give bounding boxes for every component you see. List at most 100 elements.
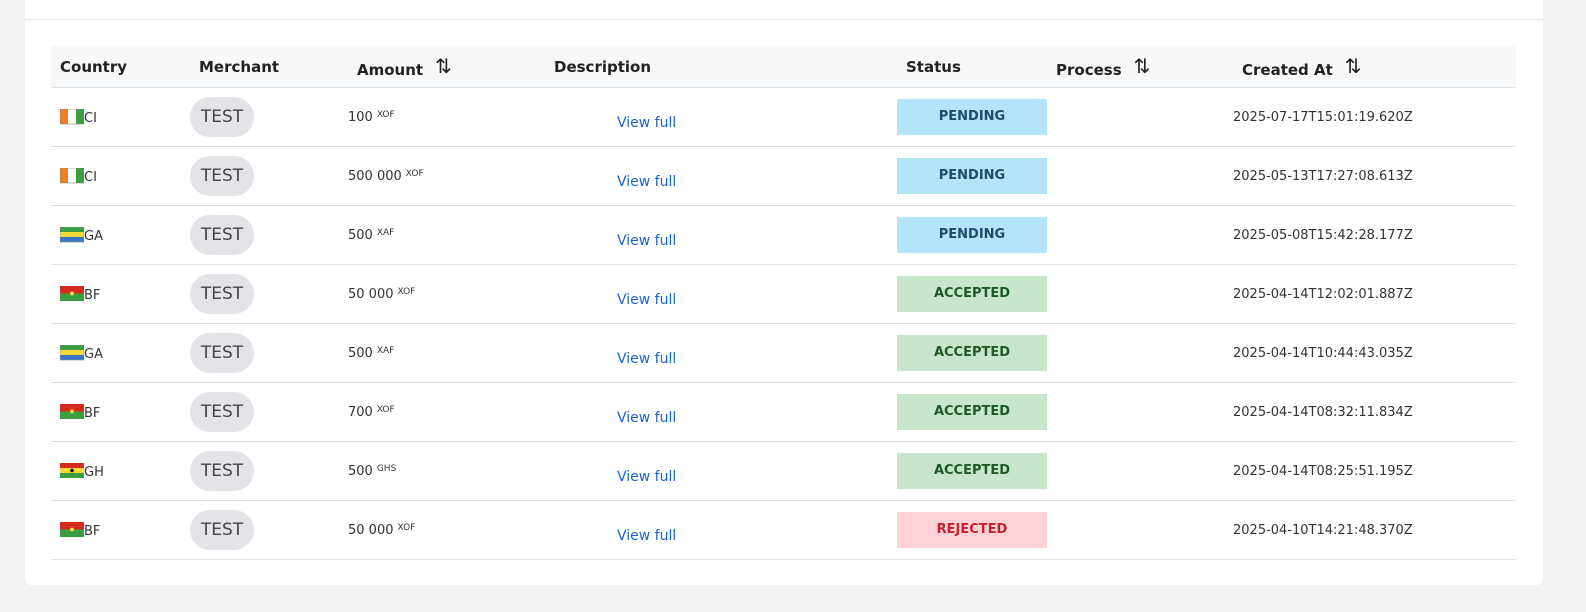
- merchant-badge: TEST: [190, 97, 254, 137]
- status-badge: REJECTED: [897, 512, 1047, 548]
- merchant-badge: TEST: [190, 215, 254, 255]
- view-full-link[interactable]: View full: [617, 410, 677, 426]
- country-code: BF: [84, 287, 101, 303]
- status-cell: REJECTED: [897, 500, 1047, 560]
- status-badge: PENDING: [897, 158, 1047, 194]
- country-cell: GA: [51, 323, 190, 383]
- merchant-cell: TEST: [190, 323, 348, 383]
- created-at-cell: 2025-05-08T15:42:28.177Z: [1233, 205, 1516, 265]
- amount-cell: 50 000 XOF: [348, 264, 545, 324]
- process-cell: [1047, 500, 1233, 560]
- created-at-cell: 2025-04-14T08:32:11.834Z: [1233, 382, 1516, 442]
- view-full-link[interactable]: View full: [617, 351, 677, 367]
- view-full-link[interactable]: View full: [617, 174, 677, 190]
- header-cell: Status: [897, 46, 1047, 88]
- currency: XOF: [376, 404, 395, 415]
- table-row: CI TEST 500 000 XOF View full PENDING 202…: [51, 146, 1516, 206]
- table-row: BF TEST 50 000 XOF View full REJECTED 202…: [51, 500, 1516, 560]
- view-full-link[interactable]: View full: [617, 115, 677, 131]
- country-code: CI: [84, 110, 97, 126]
- merchant-cell: TEST: [190, 264, 348, 324]
- description-cell: View full: [545, 323, 897, 383]
- view-full-link[interactable]: View full: [617, 528, 677, 544]
- status-cell: ACCEPTED: [897, 382, 1047, 442]
- flag-icon: [60, 285, 84, 301]
- created-at-cell: 2025-04-10T14:21:48.370Z: [1233, 500, 1516, 560]
- country-cell: BF: [51, 382, 190, 442]
- process-cell: [1047, 205, 1233, 265]
- header-cell: Merchant: [190, 46, 348, 88]
- created-at-cell: 2025-04-14T10:44:43.035Z: [1233, 323, 1516, 383]
- description-cell: View full: [545, 264, 897, 324]
- merchant-cell: TEST: [190, 87, 348, 147]
- view-full-link[interactable]: View full: [617, 292, 677, 308]
- country-code: GA: [84, 228, 103, 244]
- table-row: GA TEST 500 XAF View full ACCEPTED 2025-0…: [51, 323, 1516, 383]
- created-at: 2025-04-14T08:32:11.834Z: [1233, 404, 1413, 420]
- flag-icon: [59, 226, 85, 242]
- status-badge: PENDING: [897, 99, 1047, 135]
- created-at-cell: 2025-05-13T17:27:08.613Z: [1233, 146, 1516, 206]
- sort-icon[interactable]: ⇅: [435, 54, 452, 78]
- table-row: GH TEST 500 GHS View full ACCEPTED 2025-0…: [51, 441, 1516, 501]
- process-cell: [1047, 441, 1233, 501]
- status-cell: PENDING: [897, 205, 1047, 265]
- amount-cell: 500 GHS: [348, 441, 545, 501]
- merchant-cell: TEST: [190, 382, 348, 442]
- amount: 500: [348, 345, 373, 361]
- merchant-badge: TEST: [190, 156, 254, 196]
- header-cell: Description: [545, 46, 897, 88]
- header-text: Description: [554, 57, 652, 76]
- amount-cell: 100 XOF: [348, 87, 545, 147]
- currency: XAF: [376, 227, 395, 238]
- amount-cell: 500 XAF: [348, 323, 545, 383]
- table-header: Country Merchant Amount ⇅ Description Sta…: [51, 46, 1516, 88]
- currency: XOF: [397, 522, 416, 533]
- merchant-cell: TEST: [190, 441, 348, 501]
- card: Country Merchant Amount ⇅ Description Sta…: [25, 0, 1543, 585]
- view-full-link[interactable]: View full: [617, 469, 677, 485]
- currency: XOF: [376, 109, 395, 120]
- description-cell: View full: [545, 146, 897, 206]
- table-row: BF TEST 700 XOF View full ACCEPTED 2025-0…: [51, 382, 1516, 442]
- merchant-badge: TEST: [190, 392, 254, 432]
- status-badge: PENDING: [897, 217, 1047, 253]
- created-at: 2025-04-14T12:02:01.887Z: [1233, 286, 1413, 302]
- description-cell: View full: [545, 382, 897, 442]
- country-code: BF: [84, 523, 101, 539]
- header-text: Merchant: [199, 57, 280, 76]
- country-cell: CI: [51, 87, 190, 147]
- header-text: Amount: [357, 61, 424, 79]
- merchant-cell: TEST: [190, 205, 348, 265]
- country-code: GH: [84, 464, 104, 480]
- status-badge: ACCEPTED: [897, 453, 1047, 489]
- table-row: GA TEST 500 XAF View full PENDING 2025-05…: [51, 205, 1516, 265]
- country-cell: GA: [51, 205, 190, 265]
- amount: 500: [348, 463, 373, 479]
- transactions-table: Country Merchant Amount ⇅ Description Sta…: [51, 46, 1516, 560]
- header-cell: Process ⇅: [1047, 46, 1233, 88]
- header-text: Process: [1056, 61, 1122, 79]
- header-text: Created At: [1242, 61, 1333, 79]
- merchant-badge: TEST: [190, 333, 254, 373]
- amount-cell: 50 000 XOF: [348, 500, 545, 560]
- status-cell: PENDING: [897, 146, 1047, 206]
- currency: GHS: [376, 463, 397, 474]
- description-cell: View full: [545, 87, 897, 147]
- sort-icon[interactable]: ⇅: [1344, 54, 1362, 78]
- amount-cell: 700 XOF: [348, 382, 545, 442]
- currency: XAF: [376, 345, 395, 356]
- view-full-link[interactable]: View full: [617, 233, 677, 249]
- flag-icon: [59, 167, 85, 183]
- amount: 50 000: [348, 286, 394, 302]
- merchant-cell: TEST: [190, 500, 348, 560]
- process-cell: [1047, 264, 1233, 324]
- merchant-badge: TEST: [190, 274, 254, 314]
- country-code: BF: [84, 405, 101, 421]
- status-badge: ACCEPTED: [897, 394, 1047, 430]
- sort-icon[interactable]: ⇅: [1133, 54, 1151, 78]
- currency: XOF: [397, 286, 416, 297]
- amount: 700: [348, 404, 373, 420]
- process-cell: [1047, 323, 1233, 383]
